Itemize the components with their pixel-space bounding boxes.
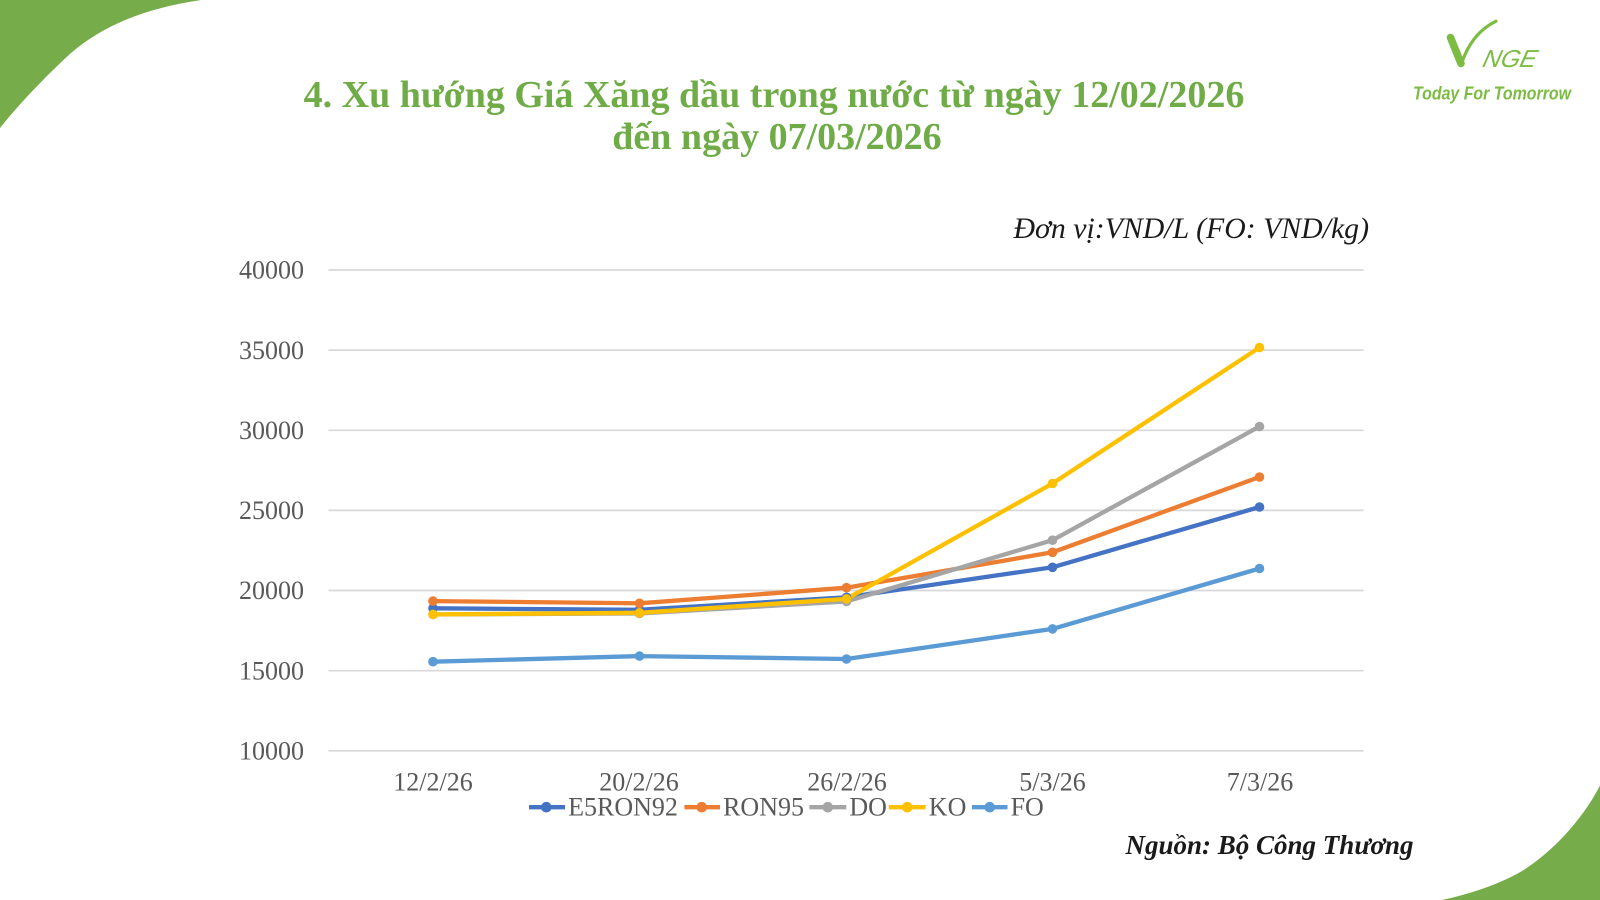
svg-text:Nguồn: Bộ Công Thương: Nguồn: Bộ Công Thương [1125,830,1414,860]
svg-text:30000: 30000 [239,416,304,445]
svg-text:KO: KO [929,792,967,821]
svg-text:DO: DO [849,792,887,821]
svg-text:26/2/26: 26/2/26 [807,768,886,797]
svg-text:đến ngày 07/03/2026: đến ngày 07/03/2026 [612,116,941,158]
svg-text:FO: FO [1011,792,1044,821]
svg-text:Đơn vị:VND/L (FO: VND/kg): Đơn vị:VND/L (FO: VND/kg) [1013,212,1369,245]
svg-text:15000: 15000 [239,656,304,685]
svg-text:20000: 20000 [239,576,304,605]
svg-text:5/3/26: 5/3/26 [1019,768,1085,797]
svg-text:E5RON92: E5RON92 [568,792,678,821]
svg-text:25000: 25000 [239,496,304,525]
svg-text:10000: 10000 [239,737,304,766]
svg-text:12/2/26: 12/2/26 [393,768,472,797]
svg-text:NGE: NGE [1480,45,1541,73]
svg-text:40000: 40000 [239,256,304,285]
svg-text:4. Xu hướng Giá Xăng dầu trong: 4. Xu hướng Giá Xăng dầu trong nước từ n… [304,74,1245,116]
svg-text:20/2/26: 20/2/26 [599,768,678,797]
svg-text:35000: 35000 [239,336,304,365]
svg-text:7/3/26: 7/3/26 [1227,768,1293,797]
svg-text:Today For Tomorrow: Today For Tomorrow [1413,83,1572,104]
svg-text:RON95: RON95 [723,792,804,821]
